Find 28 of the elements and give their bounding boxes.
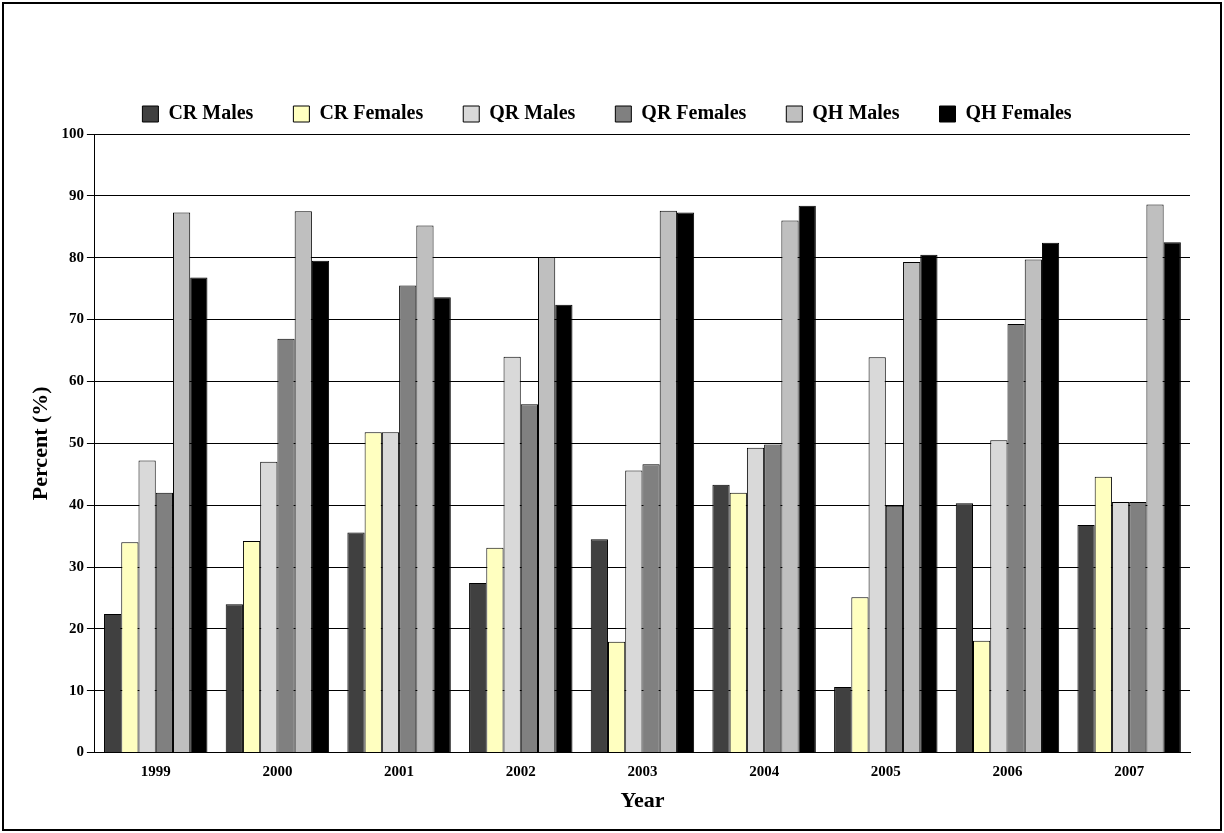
x-tick-label: 2003 — [627, 763, 658, 780]
legend-label: CR Females — [319, 101, 424, 124]
y-tick-label: 10 — [68, 681, 84, 698]
x-tick-label: 1999 — [140, 763, 171, 780]
y-tick-label: 80 — [68, 248, 84, 265]
y-tick-label: 20 — [68, 619, 84, 636]
legend-label: QR Females — [641, 101, 747, 124]
x-tick-label: 2006 — [992, 763, 1023, 780]
x-tick-label: 2002 — [505, 763, 536, 780]
legend-label: QH Females — [965, 101, 1072, 124]
y-tick-label: 90 — [68, 186, 84, 203]
x-tick-label: 2007 — [1114, 763, 1145, 780]
y-tick-label: 70 — [68, 310, 84, 327]
y-tick-label: 60 — [68, 372, 84, 389]
y-axis-title: Percent (%) — [26, 386, 52, 501]
legend-label: CR Males — [168, 101, 254, 124]
y-tick-label: 0 — [76, 743, 84, 760]
x-tick-label: 2000 — [262, 763, 293, 780]
y-tick-label: 30 — [68, 557, 84, 574]
x-axis-title: Year — [620, 787, 665, 813]
x-tick-label: 2005 — [870, 763, 901, 780]
y-tick-label: 50 — [68, 434, 84, 451]
y-tick-label: 100 — [61, 124, 84, 141]
x-tick-label: 2004 — [749, 763, 780, 780]
legend-label: QH Males — [812, 101, 900, 124]
y-tick-label: 40 — [68, 496, 84, 513]
x-tick-label: 2001 — [384, 763, 415, 780]
legend-label: QR Males — [489, 101, 576, 124]
